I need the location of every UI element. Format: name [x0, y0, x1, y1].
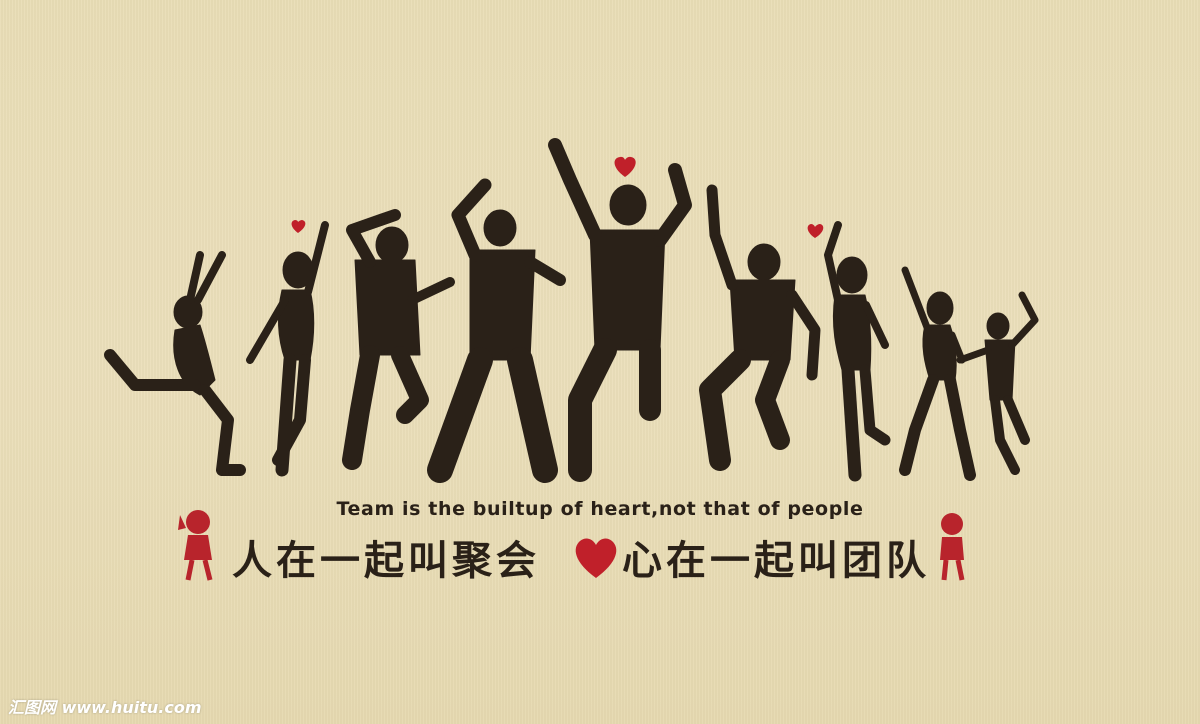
dancer-silhouette-1 [104, 251, 246, 476]
dancer-silhouette-4 [427, 178, 566, 483]
girl-figure-icon-right [940, 513, 965, 581]
tagline-text: Team is the builtup of heart,not that of… [336, 498, 864, 520]
dancer-silhouette-9 [956, 291, 1039, 475]
dancer-silhouette-6 [699, 184, 821, 471]
dancer-silhouette-2 [246, 221, 329, 477]
girl-figure-icon-left [178, 510, 213, 581]
heart-icon [575, 538, 617, 578]
slogan-left-text: 人在一起叫聚会 [232, 538, 540, 584]
slogan-right-text: 心在一起叫团队 [622, 538, 930, 584]
heart-icon [614, 156, 636, 177]
watermark-text: 汇图网 www.huitu.com [8, 698, 202, 717]
heart-icon [807, 224, 824, 238]
dancer-silhouette-8 [899, 266, 976, 481]
heart-icon [291, 220, 306, 233]
dancer-silhouette-7 [824, 221, 891, 482]
dancer-silhouette-5 [548, 138, 692, 482]
dancer-silhouette-3 [342, 209, 455, 470]
